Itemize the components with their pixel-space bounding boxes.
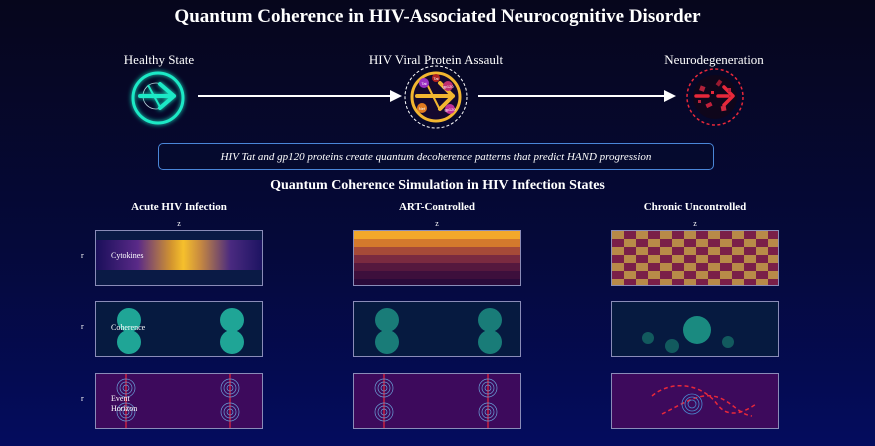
info-banner: HIV Tat and gp120 proteins create quantu… <box>158 143 714 170</box>
simulation-title: Quantum Coherence Simulation in HIV Infe… <box>270 178 605 193</box>
arrow-assault-to-degeneration <box>478 90 676 102</box>
protein-label: gp120 <box>442 84 454 89</box>
coherence-panel-art <box>353 301 521 357</box>
protein-label: gp120 <box>444 107 456 112</box>
z-axis-label: z <box>693 219 697 228</box>
page-title: Quantum Coherence in HIV-Associated Neur… <box>174 6 701 27</box>
event-horizon-panel-chronic <box>611 373 779 429</box>
column-title-acute: Acute HIV Infection <box>131 201 227 213</box>
stage-label-degeneration: Neurodegeneration <box>664 52 764 67</box>
cytokine-panel-art <box>353 230 521 286</box>
z-axis-label: z <box>435 219 439 228</box>
event-horizon-panel-acute: Event Horizon <box>95 373 263 429</box>
hiv-assault-neuron-icon: Tat gp120 Nef Tat gp120 <box>404 65 468 129</box>
column-title-art: ART-Controlled <box>398 201 475 213</box>
column-title-chronic: Chronic Uncontrolled <box>643 201 747 213</box>
cytokine-panel-chronic <box>611 230 779 286</box>
event-horizon-label: Event Horizon <box>111 394 138 413</box>
coherence-panel-acute: Coherence <box>95 301 263 357</box>
event-horizon-panel-art <box>353 373 521 429</box>
healthy-neuron-icon <box>131 71 185 125</box>
cytokines-label: Cytokines <box>111 251 144 260</box>
arrow-healthy-to-assault <box>198 90 402 102</box>
cytokine-panel-acute: Cytokines <box>95 230 263 286</box>
protein-label: Tat <box>421 81 427 86</box>
r-axis-label: r <box>81 394 84 403</box>
protein-label: Nef <box>419 106 426 111</box>
neurodegeneration-icon <box>686 68 744 126</box>
coherence-label: Coherence <box>111 323 146 332</box>
protein-label: Tat <box>433 76 439 81</box>
r-axis-label: r <box>81 251 84 260</box>
stage-label-assault: HIV Viral Protein Assault <box>368 52 504 67</box>
stage-label-healthy: Healthy State <box>123 52 195 67</box>
z-axis-label: z <box>177 219 181 228</box>
r-axis-label: r <box>81 322 84 331</box>
coherence-panel-chronic <box>611 301 779 357</box>
